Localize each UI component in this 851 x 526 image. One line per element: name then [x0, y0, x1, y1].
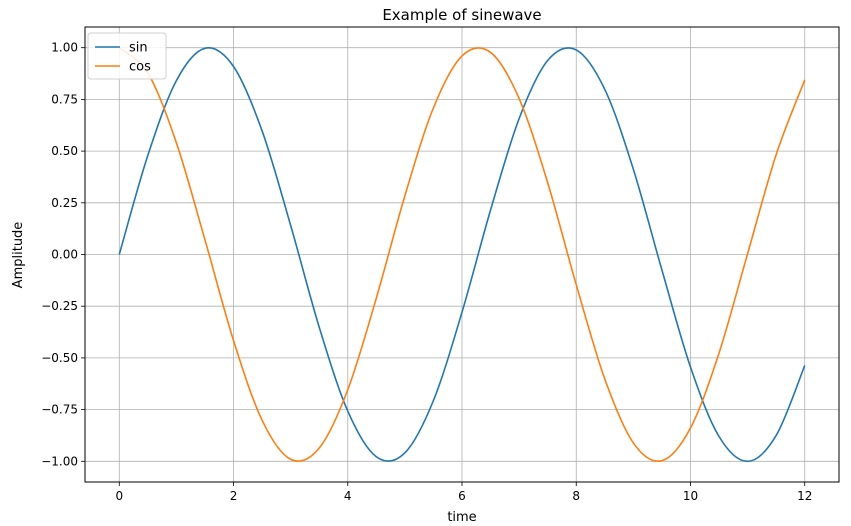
x-axis-label: time	[447, 510, 476, 525]
chart-title: Example of sinewave	[382, 6, 541, 24]
x-tick-label: 12	[797, 489, 812, 503]
legend-label-cos: cos	[129, 60, 151, 75]
y-tick-label: 0.25	[51, 196, 78, 210]
x-tick-label: 6	[458, 489, 466, 503]
y-tick-label: 1.00	[51, 41, 78, 55]
x-tick-label: 10	[683, 489, 698, 503]
x-tick-label: 2	[230, 489, 238, 503]
x-tick-label: 0	[115, 489, 123, 503]
legend-label-sin: sin	[129, 41, 148, 56]
x-tick-label: 8	[572, 489, 580, 503]
y-axis-ticks: 1.00 0.75 0.50 0.25 0.00 −0.25 −0.50 −0.75 −1.00	[41, 41, 85, 468]
y-tick-label: 0.00	[51, 248, 78, 262]
y-tick-label: 0.50	[51, 144, 78, 158]
y-axis-label: Amplitude	[11, 222, 26, 289]
legend[interactable]: sin cos	[87, 32, 167, 80]
y-tick-label: −0.50	[41, 351, 78, 365]
grid-lines	[85, 27, 839, 482]
y-tick-label: −0.75	[41, 403, 78, 417]
legend-box	[87, 32, 167, 80]
series-line-cos	[118, 47, 806, 463]
x-tick-label: 4	[344, 489, 352, 503]
series-line-sin	[118, 47, 806, 463]
y-tick-label: 0.75	[51, 92, 78, 106]
x-axis-ticks: 0 2 4 6 8 10 12	[115, 482, 812, 503]
series-lines	[118, 47, 806, 463]
y-tick-label: −1.00	[41, 454, 78, 468]
y-tick-label: −0.25	[41, 299, 78, 313]
